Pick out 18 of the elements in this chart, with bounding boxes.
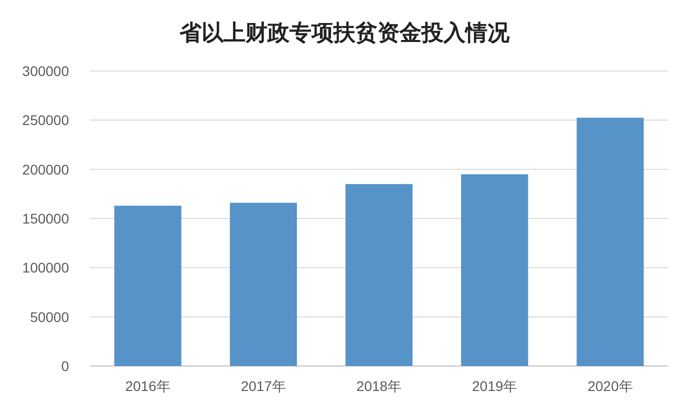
y-tick-label: 300000: [22, 63, 70, 79]
x-tick-label: 2019年: [472, 378, 518, 394]
y-tick-label: 150000: [22, 210, 70, 226]
x-tick-label: 2020年: [588, 378, 633, 394]
bar: [345, 184, 413, 366]
y-tick-label: 50000: [30, 308, 70, 325]
x-tick-label: 2016年: [125, 378, 170, 394]
y-tick-label: 200000: [22, 161, 70, 178]
bar: [230, 202, 297, 366]
chart-title: 省以上财政专项扶贫资金投入情况: [178, 20, 510, 45]
y-tick-label: 0: [61, 358, 70, 374]
y-tick-label: 100000: [22, 260, 70, 276]
y-tick-label: 250000: [22, 112, 70, 128]
x-tick-label: 2018年: [356, 378, 402, 394]
x-tick-label: 2017年: [240, 378, 286, 394]
bar: [114, 206, 182, 366]
bar: [461, 174, 528, 366]
bar: [576, 118, 644, 366]
